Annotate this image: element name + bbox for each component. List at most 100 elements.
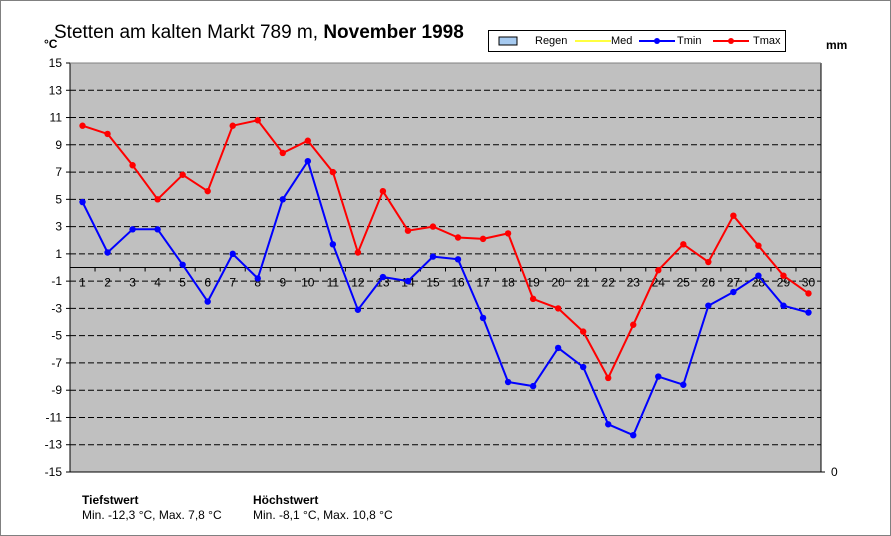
legend-item-med: Med	[575, 31, 635, 51]
legend-swatch-tmin	[639, 38, 675, 44]
x-tick-label: 25	[677, 276, 691, 290]
tmax-point	[805, 290, 812, 297]
x-tick-label: 6	[204, 276, 211, 290]
tmin-point	[554, 344, 562, 352]
tmax-point	[579, 328, 587, 335]
x-tick-label: 20	[551, 276, 565, 290]
tmax-point	[304, 137, 312, 144]
y-tick-label: 7	[55, 165, 62, 179]
tmin-point	[254, 275, 261, 282]
tmin-point	[479, 314, 487, 322]
footer-max-heading: Höchstwert	[253, 493, 319, 507]
tmin-point	[404, 277, 412, 285]
legend: Regen Med Tmin Tmax	[488, 30, 786, 52]
tmax-point	[379, 187, 387, 195]
tmin-point	[354, 306, 362, 313]
footer-min-heading: Tiefstwert	[82, 493, 139, 507]
footer-min-text: Min. -12,3 °C, Max. 7,8 °C	[82, 508, 222, 522]
y-tick-label: -13	[45, 438, 63, 452]
y-tick-label: -11	[46, 410, 63, 424]
tmin-point	[379, 273, 387, 281]
y2-tick-label: 0	[831, 465, 838, 479]
y-tick-label: -9	[51, 383, 62, 397]
x-tick-label: 13	[376, 276, 390, 290]
x-tick-label: 27	[727, 276, 741, 290]
y-tick-label: 3	[55, 220, 62, 234]
tmax-point	[529, 295, 537, 303]
tmax-point	[329, 168, 337, 176]
x-tick-label: 4	[154, 276, 161, 290]
tmax-point	[780, 272, 787, 279]
tmin-point	[429, 253, 437, 260]
x-tick-label: 16	[451, 276, 465, 290]
tmin-point	[680, 381, 687, 388]
legend-swatch-tmax	[713, 38, 749, 44]
left-unit-label: °C	[44, 37, 58, 51]
x-tick-label: 11	[327, 276, 340, 290]
x-tick-label: 21	[577, 276, 591, 290]
y-tick-label: -3	[51, 301, 62, 315]
x-tick-label: 30	[802, 276, 816, 290]
x-tick-label: 15	[426, 276, 440, 290]
legend-item-tmin: Tmin	[639, 31, 711, 51]
footer-max-text: Min. -8,1 °C, Max. 10,8 °C	[253, 508, 393, 522]
tmax-point	[154, 196, 161, 203]
legend-item-tmax: Tmax	[713, 31, 783, 51]
x-tick-label: 23	[627, 276, 641, 290]
tmin-point	[705, 302, 712, 309]
y-tick-label: -7	[51, 356, 62, 370]
tmin-point	[755, 272, 762, 279]
x-tick-label: 7	[229, 276, 236, 290]
x-tick-label: 1	[79, 276, 86, 290]
tmin-point	[329, 241, 337, 248]
tmax-point	[404, 227, 412, 234]
tmax-point	[429, 223, 437, 230]
x-tick-label: 8	[254, 276, 261, 290]
tmin-point	[104, 249, 111, 256]
x-tick-label: 3	[129, 276, 136, 290]
tmin-point	[279, 196, 286, 203]
x-tick-label: 5	[179, 276, 186, 290]
title-period: November 1998	[323, 22, 464, 43]
tmin-point	[529, 382, 537, 390]
tmax-point	[479, 235, 487, 243]
tmax-point	[504, 230, 512, 237]
tmax-point	[204, 187, 211, 195]
tmin-point	[304, 157, 312, 165]
tmax-point	[254, 117, 261, 124]
tmin-point	[504, 378, 512, 386]
y-tick-label: -5	[51, 329, 62, 343]
tmin-point	[229, 250, 236, 258]
x-tick-label: 12	[351, 276, 365, 290]
tmin-point	[179, 261, 186, 268]
legend-swatch-regen	[498, 36, 518, 46]
legend-label-regen: Regen	[535, 35, 568, 47]
tmax-point	[730, 212, 737, 219]
tmax-point	[354, 249, 362, 256]
y-tick-label: 11	[50, 111, 63, 125]
tmax-point	[279, 149, 286, 157]
x-tick-label: 19	[526, 276, 540, 290]
y-tick-label: -1	[51, 274, 62, 288]
tmin-point	[655, 373, 662, 380]
tmin-point	[579, 363, 587, 371]
x-tick-label: 9	[279, 276, 286, 290]
tmin-point	[780, 302, 787, 309]
tmax-point	[129, 162, 136, 169]
tmax-point	[655, 267, 662, 274]
x-tick-label: 10	[301, 276, 315, 290]
tmin-point	[630, 431, 637, 439]
tmax-point	[104, 130, 111, 138]
tmin-series-line	[81, 160, 809, 437]
title-altitude: 789 m,	[259, 22, 319, 43]
tmax-point	[630, 321, 637, 328]
tmax-point	[79, 122, 86, 129]
y-tick-label: 1	[55, 247, 62, 261]
tmin-point	[129, 226, 136, 233]
tmax-point	[605, 374, 612, 382]
right-unit-label: mm	[826, 38, 848, 52]
tmax-point	[680, 241, 687, 248]
x-tick-label: 2	[104, 276, 111, 290]
legend-swatch-med	[575, 40, 611, 42]
tmin-point	[204, 298, 211, 305]
